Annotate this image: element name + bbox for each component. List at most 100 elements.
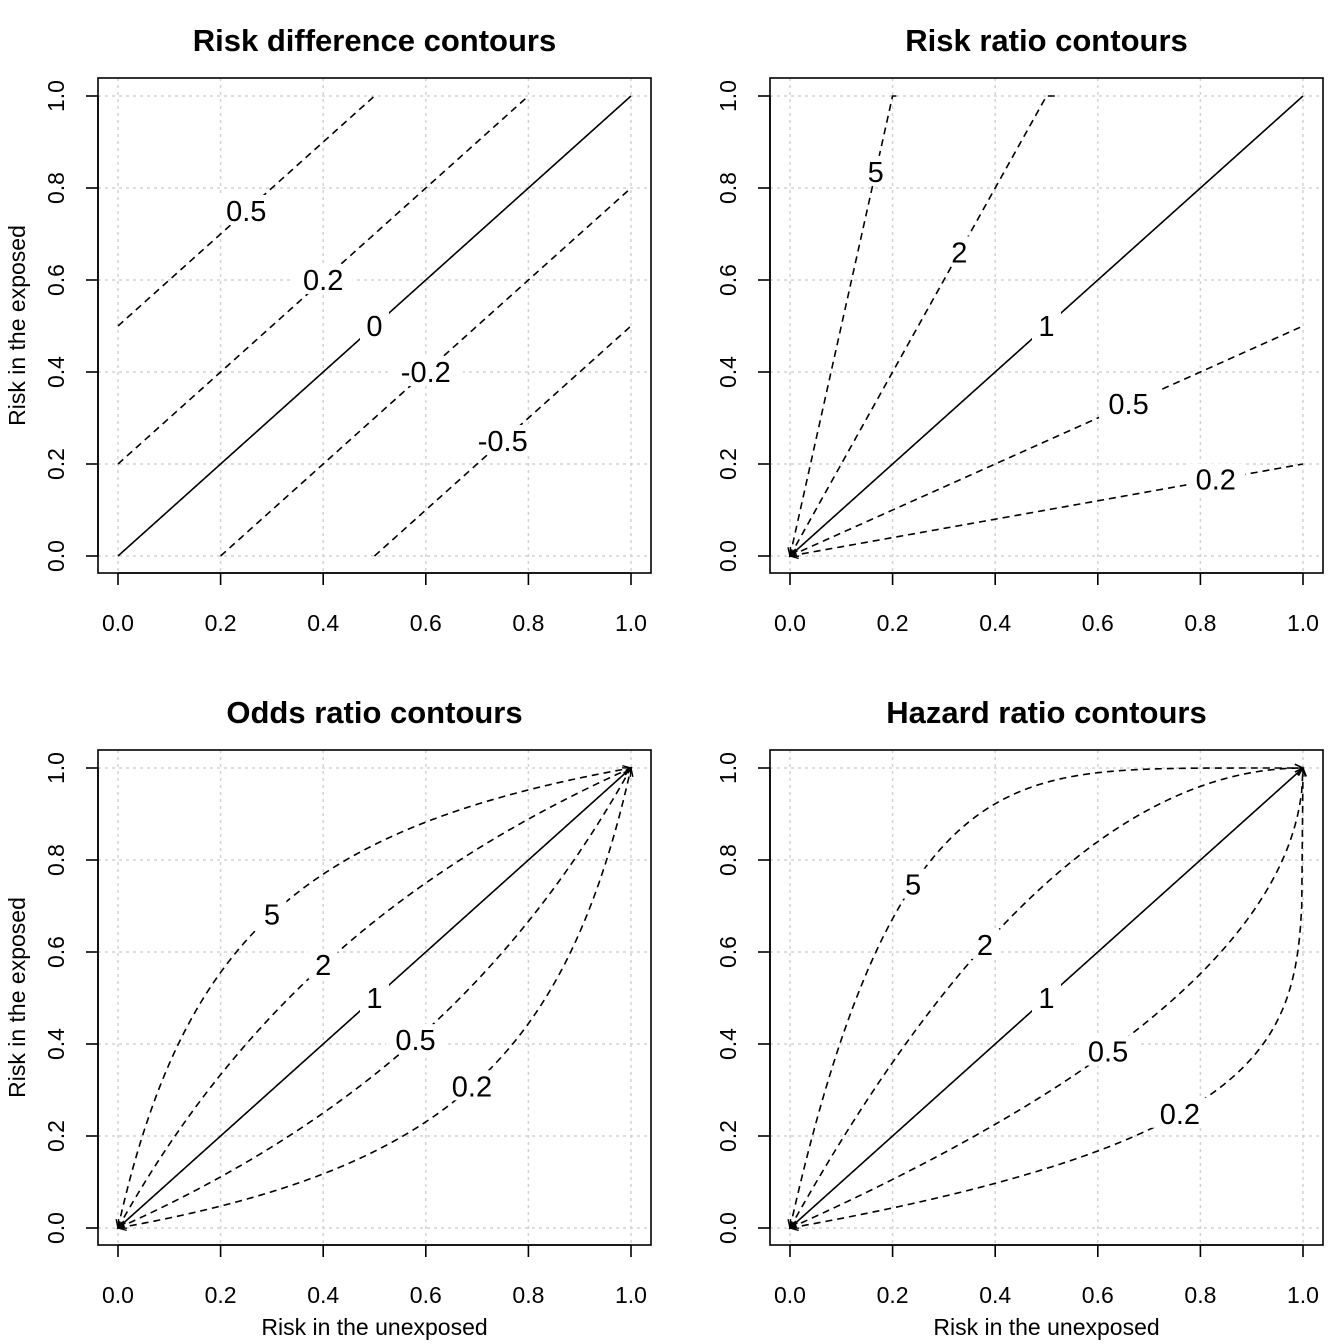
arrow-head: [788, 1222, 799, 1232]
contour-label-bg: [861, 155, 891, 186]
x-tick-label: 0.8: [1184, 610, 1216, 636]
x-tick-label: 0.2: [205, 1282, 237, 1308]
y-axis: 0.0 0.2 0.4 0.6 0.8 1.0: [43, 80, 99, 572]
contour-label-bg: [1099, 388, 1159, 419]
y-tick-label: 1.0: [715, 80, 741, 112]
contour-label-bg: [944, 236, 974, 267]
contour-label-5: 5: [264, 899, 280, 931]
x-tick-label: 1.0: [615, 1282, 647, 1308]
contour-line-0.5: [789, 767, 1304, 1229]
x-tick-label: 0.4: [307, 1282, 339, 1308]
arrow-head: [1297, 766, 1308, 777]
contour-label-5: 5: [868, 157, 884, 189]
x-tick-label: 0.6: [410, 1282, 442, 1308]
y-axis-label: Risk in the exposed: [4, 225, 30, 426]
x-tick-label: 0.8: [512, 610, 544, 636]
contour-label-0.5: 0.5: [395, 1025, 435, 1057]
x-tick-label: 0.8: [512, 1282, 544, 1308]
contour-label-2: 2: [315, 950, 331, 982]
x-axis-label: Risk in the unexposed: [933, 1314, 1159, 1340]
x-tick-label: 0.8: [1184, 1282, 1216, 1308]
x-tick-label: 0.4: [307, 610, 339, 636]
contour-label-0.2: 0.2: [1196, 465, 1236, 497]
y-axis-label: Risk in the exposed: [4, 897, 30, 1098]
y-tick-label: 1.0: [715, 752, 741, 784]
x-tick-label: 0.0: [774, 610, 806, 636]
contour-label-2: 2: [951, 237, 967, 269]
y-tick-label: 0.8: [43, 844, 69, 876]
contour-label-0.2: 0.2: [452, 1071, 492, 1103]
arrow-head: [788, 550, 799, 560]
contour-label-0.5: 0.5: [1088, 1037, 1128, 1069]
y-tick-label: 0.2: [715, 448, 741, 480]
contour-line-2: [789, 95, 1060, 557]
y-axis: 0.0 0.2 0.4 0.6 0.8 1.0: [715, 752, 771, 1244]
arrow-head: [116, 1222, 127, 1232]
y-axis: 0.0 0.2 0.4 0.6 0.8 1.0: [43, 752, 99, 1244]
chart-title: Risk ratio contours: [905, 23, 1188, 58]
contour-label-bg: [257, 898, 287, 929]
chart-panel-1: 0.50.20-0.2-0.50.0 0.2 0.4 0.6 0.8 1.00.00.20…: [4, 23, 652, 636]
x-tick-label: 1.0: [615, 610, 647, 636]
contour-label-bg: [1186, 463, 1246, 494]
x-axis: 0.0 0.2 0.4 0.6 0.8 1.0: [102, 1244, 647, 1308]
contour-label-1: 1: [1038, 983, 1054, 1015]
contour-labels: 5 2 1 0.5 0.2: [257, 898, 502, 1103]
contour-line-5: [789, 95, 898, 557]
contour-line-0.2: [789, 767, 1304, 1229]
x-tick-label: 0.6: [1082, 1282, 1114, 1308]
contour-label--0.5: -0.5: [478, 426, 528, 458]
x-tick-label: 0.2: [205, 610, 237, 636]
contour-label-0.2: 0.2: [303, 265, 343, 297]
y-tick-label: 0.8: [715, 844, 741, 876]
contour-line-5: [789, 767, 1303, 1229]
x-tick-label: 0.0: [102, 610, 134, 636]
x-tick-label: 0.6: [410, 610, 442, 636]
y-axis: 0.0 0.2 0.4 0.6 0.8 1.0: [715, 80, 771, 572]
x-axis: 0.0 0.2 0.4 0.6 0.8 1.0: [774, 1244, 1319, 1308]
arrow-head: [624, 766, 634, 777]
contour-label-bg: [1150, 1097, 1210, 1128]
x-tick-label: 0.6: [1082, 610, 1114, 636]
contour-label-bg: [465, 425, 540, 455]
contour-label-bg: [388, 356, 463, 386]
y-tick-label: 0.4: [43, 1028, 69, 1060]
x-tick-label: 1.0: [1287, 610, 1319, 636]
contour-label-bg: [386, 1024, 446, 1055]
x-tick-label: 1.0: [1287, 1282, 1319, 1308]
contour-label-bg: [442, 1070, 502, 1101]
contour-label-bg: [970, 928, 1000, 959]
convergence-arrows: [115, 764, 634, 1232]
x-tick-label: 0.0: [102, 1282, 134, 1308]
y-tick-label: 0.6: [715, 264, 741, 296]
x-axis: 0.0 0.2 0.4 0.6 0.8 1.0: [102, 572, 647, 636]
chart-title: Risk difference contours: [193, 23, 556, 58]
x-axis-label: Risk in the unexposed: [261, 1314, 487, 1340]
contour-label-0.5: 0.5: [1108, 389, 1148, 421]
contour-line-0.2: [117, 95, 529, 465]
contour-label-bg: [308, 949, 338, 980]
y-tick-label: 1.0: [43, 80, 69, 112]
contour-labels: 5 2 1 0.5 0.2: [861, 155, 1246, 497]
contour-line-0.5: [789, 325, 1304, 557]
chart-title: Hazard ratio contours: [886, 695, 1206, 730]
y-tick-label: 0.0: [43, 1212, 69, 1244]
contour-line-2: [117, 767, 632, 1229]
chart-title: Odds ratio contours: [226, 695, 522, 730]
y-tick-label: 0.0: [715, 1212, 741, 1244]
contour-label-0.5: 0.5: [226, 196, 266, 228]
contour-line--0.2: [220, 187, 632, 557]
contour-label-1: 1: [366, 983, 382, 1015]
convergence-arrows: [787, 546, 800, 560]
y-tick-label: 0.4: [715, 1028, 741, 1060]
contour-label-bg: [293, 264, 353, 294]
contour-label-bg: [898, 868, 928, 899]
y-tick-label: 0.6: [43, 264, 69, 296]
contour-label-bg: [216, 195, 276, 225]
y-tick-label: 1.0: [43, 752, 69, 784]
grid: [98, 78, 651, 573]
y-tick-label: 0.2: [715, 1120, 741, 1152]
y-tick-label: 0.0: [43, 540, 69, 572]
x-tick-label: 0.2: [877, 1282, 909, 1308]
